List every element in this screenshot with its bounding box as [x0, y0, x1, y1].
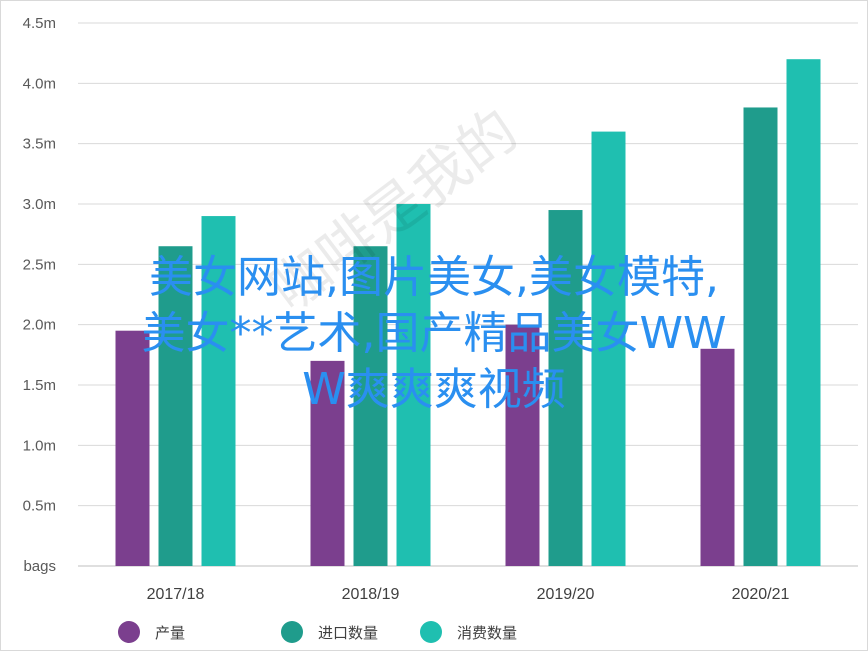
y-tick-label: 4.5m: [23, 15, 56, 32]
legend-label: 产量: [155, 624, 185, 642]
legend-label: 进口数量: [318, 624, 378, 642]
y-tick-label: 3.0m: [23, 196, 56, 213]
bar: [396, 204, 431, 566]
y-tick-label: 2.5m: [23, 256, 56, 273]
legend-marker: [118, 621, 140, 643]
bar: [505, 324, 540, 566]
y-tick-label: 1.0m: [23, 437, 56, 454]
x-category-label: 2020/21: [732, 586, 790, 603]
legend: 产量 进口数量 消费数量: [118, 621, 517, 643]
legend-label: 消费数量: [457, 624, 517, 642]
y-tick-label: bags: [23, 558, 56, 575]
x-category-label: 2019/20: [537, 586, 595, 603]
x-category-label: 2018/19: [342, 586, 400, 603]
bar: [115, 330, 150, 566]
legend-marker: [420, 621, 442, 643]
x-axis-category-labels: 2017/18 2018/19 2019/20 2020/21: [147, 586, 790, 603]
bar: [786, 59, 821, 566]
y-tick-label: 2.0m: [23, 317, 56, 334]
y-tick-label: 4.0m: [23, 75, 56, 92]
bar: [353, 246, 388, 566]
bar: [591, 131, 626, 566]
bar: [743, 107, 778, 566]
overlay-text-line-1: 美女网站,图片美女,美女模特,: [149, 252, 719, 303]
overlay-text-line-3: W爽爽爽视频: [302, 364, 566, 415]
y-tick-label: 1.5m: [23, 377, 56, 394]
y-tick-label: 0.5m: [23, 498, 56, 515]
bar: [201, 216, 236, 567]
y-tick-label: 3.5m: [23, 136, 56, 153]
x-category-label: 2017/18: [147, 586, 205, 603]
y-axis-tick-labels: bags 0.5m 1.0m 1.5m 2.0m 2.5m 3.0m 3.5m 4.0m 4.5m: [23, 15, 56, 575]
bar-series: [115, 59, 821, 567]
bar: [548, 210, 583, 567]
bar: [310, 360, 345, 566]
overlay-text-line-2: 美女**艺术,国产精品美女WW: [141, 308, 727, 359]
bar: [700, 348, 735, 566]
bar: [158, 246, 193, 566]
legend-marker: [281, 621, 303, 643]
